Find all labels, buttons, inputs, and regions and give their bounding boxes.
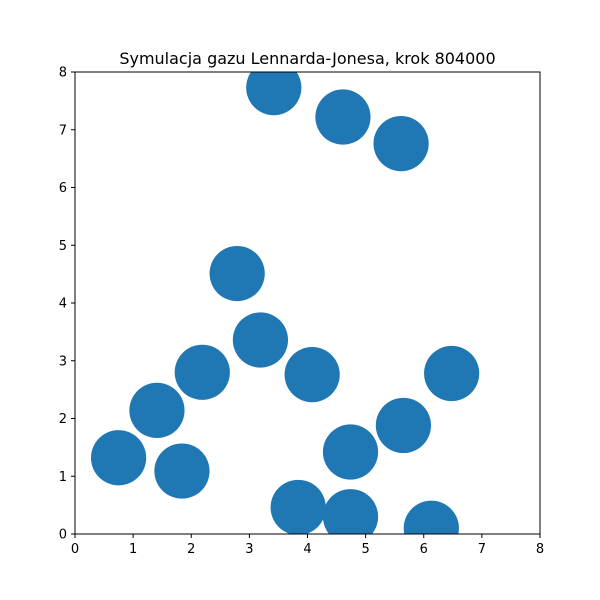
y-tick-label: 3	[59, 354, 67, 369]
x-tick-label: 4	[303, 542, 311, 557]
data-point-15	[403, 500, 459, 534]
data-point-12	[322, 424, 379, 480]
data-point-13	[270, 479, 326, 534]
y-tick-label: 0	[59, 528, 67, 543]
y-tick-label: 8	[59, 66, 67, 81]
y-tick-label: 2	[59, 412, 67, 427]
x-axis-ticks: 0 1 2 3 4 5 6 7 8	[71, 534, 544, 557]
data-point-14	[322, 489, 379, 534]
y-tick-label: 7	[59, 123, 67, 138]
data-point-3	[209, 245, 265, 302]
data-point-11	[154, 443, 210, 499]
x-tick-label: 6	[420, 542, 428, 557]
x-tick-label: 3	[245, 542, 253, 557]
x-tick-label: 0	[71, 542, 79, 557]
data-point-0	[246, 72, 302, 116]
data-point-6	[284, 347, 340, 403]
plot-area	[75, 72, 540, 534]
plot-frame	[74, 71, 541, 535]
x-tick-label: 2	[187, 542, 195, 557]
y-tick-label: 6	[59, 181, 67, 196]
chart-title: Symulacja gazu Lennarda-Jonesa, krok 804…	[119, 49, 495, 68]
x-tick-label: 5	[361, 542, 369, 557]
x-tick-label: 1	[129, 542, 137, 557]
x-tick-label: 8	[536, 542, 544, 557]
data-point-1	[315, 89, 371, 145]
y-tick-label: 4	[59, 297, 67, 312]
data-point-8	[129, 382, 185, 439]
data-point-10	[90, 430, 147, 486]
data-point-5	[174, 344, 230, 400]
data-point-7	[424, 345, 480, 402]
y-tick-label: 1	[59, 470, 67, 485]
y-axis-ticks: 0 1 2 3 4 5 6 7 8	[59, 66, 75, 543]
x-tick-label: 7	[478, 542, 486, 557]
data-points	[90, 72, 480, 534]
y-tick-label: 5	[59, 239, 67, 254]
data-point-4	[232, 312, 289, 368]
data-point-2	[373, 116, 429, 172]
data-point-9	[375, 397, 432, 454]
